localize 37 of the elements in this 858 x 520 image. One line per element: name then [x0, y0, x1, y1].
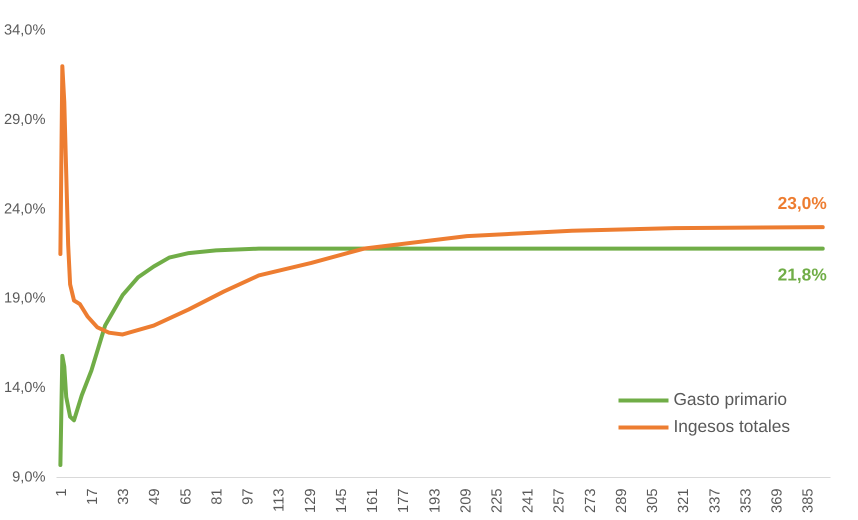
x-tick-label: 17: [85, 488, 102, 505]
x-tick-label: 49: [147, 488, 164, 505]
y-tick-label: 9,0%: [12, 470, 46, 486]
x-tick-label: 369: [770, 488, 786, 513]
data-label: 23,0%: [778, 193, 827, 214]
x-tick-label: 65: [178, 488, 194, 505]
x-tick-label: 97: [240, 488, 257, 505]
legend-label: Gasto primario: [673, 389, 788, 410]
x-tick-label: 321: [676, 488, 692, 513]
data-label: 21,8%: [778, 264, 827, 285]
x-tick-label: 289: [614, 488, 630, 513]
x-tick-label: 385: [800, 488, 817, 513]
y-tick-label: 14,0%: [4, 380, 46, 396]
x-tick-label: 1: [54, 488, 70, 497]
y-tick-label: 24,0%: [4, 201, 46, 218]
x-tick-label: 305: [645, 488, 662, 513]
line-series: [58, 246, 825, 467]
y-tick-label: 34,0%: [4, 22, 46, 38]
x-tick-label: 33: [116, 488, 132, 505]
x-tick-label: 273: [582, 488, 599, 513]
x-tick-label: 177: [396, 488, 412, 513]
legend-label: Ingesos totales: [673, 416, 790, 437]
x-tick-label: 113: [272, 488, 288, 512]
x-tick-label: 209: [458, 488, 474, 513]
x-tick-label: 353: [738, 488, 754, 513]
x-tick-label: 337: [707, 488, 724, 513]
y-tick-label: 29,0%: [4, 112, 46, 128]
x-tick-label: 161: [365, 488, 382, 513]
x-tick-label: 241: [520, 488, 537, 513]
x-tick-label: 225: [490, 488, 506, 513]
x-tick-label: 129: [302, 488, 319, 513]
x-tick-label: 257: [552, 488, 568, 513]
x-tick-label: 81: [209, 488, 226, 505]
line-series: [58, 64, 825, 336]
y-tick-label: 19,0%: [4, 290, 46, 307]
x-tick-label: 145: [334, 488, 350, 513]
x-tick-label: 193: [427, 488, 444, 513]
